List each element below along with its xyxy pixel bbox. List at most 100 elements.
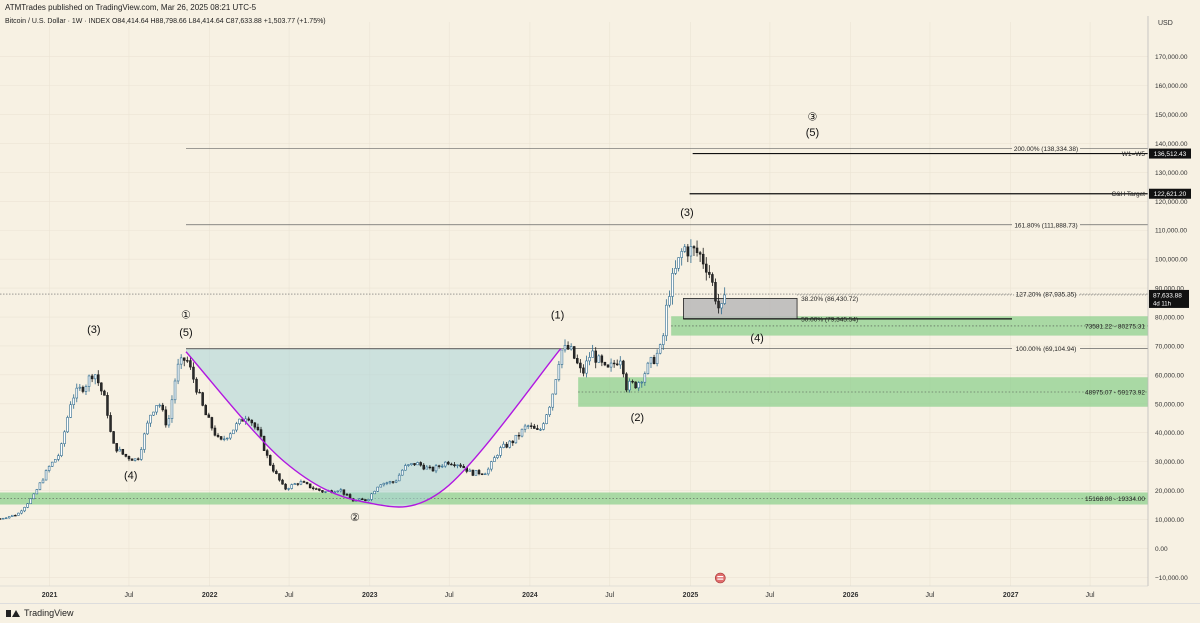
candle-body	[222, 438, 226, 440]
candle	[422, 463, 426, 471]
candle-body	[318, 488, 321, 491]
flag-icon-circle	[714, 572, 726, 584]
price-tick-label: 170,000.00	[1155, 54, 1188, 61]
candle	[308, 483, 312, 489]
brand-name: TradingView	[24, 608, 74, 618]
price-tick-label: 130,000.00	[1155, 170, 1188, 177]
candle-body	[20, 510, 23, 514]
current-price-label: 87,633.88	[1153, 292, 1182, 299]
candle-body	[103, 390, 106, 396]
candle-body	[468, 469, 472, 472]
candle-body	[198, 391, 201, 394]
candle-body	[161, 404, 164, 411]
candle	[529, 422, 533, 429]
price-chart[interactable]: 73581.22 - 80275.31 48975.07 - 59173.92 15…	[0, 0, 1200, 603]
candle	[462, 464, 465, 469]
fib-38-label: 38.20% (86,430.72)	[801, 296, 858, 303]
candle-body	[189, 360, 192, 368]
candle-body	[588, 357, 591, 362]
candle	[388, 480, 392, 485]
candle	[480, 473, 484, 476]
candle-body	[69, 404, 72, 418]
candle-body	[708, 271, 711, 275]
candle-body	[401, 469, 404, 476]
cup-curve	[185, 348, 562, 508]
candle	[136, 457, 140, 461]
candle	[118, 446, 122, 452]
candle-body	[112, 431, 115, 444]
candle	[526, 424, 530, 430]
candle	[603, 361, 607, 367]
candle	[60, 442, 63, 458]
candle-body	[213, 427, 217, 436]
candle	[401, 469, 404, 476]
tradingview-logo[interactable]: TradingView	[6, 608, 74, 618]
fib-label: 100.00% (69,104.94)	[1016, 346, 1077, 353]
candle	[290, 483, 293, 490]
flag-icon	[714, 572, 726, 584]
candle-body	[493, 457, 496, 462]
candle	[477, 469, 481, 476]
price-tick-label: 70,000.00	[1155, 343, 1184, 350]
candle-body	[358, 498, 361, 501]
candle-body	[612, 362, 616, 365]
candle-body	[210, 417, 214, 429]
candle-body	[250, 419, 254, 424]
candle	[222, 435, 226, 442]
candle-body	[631, 380, 634, 383]
candle	[253, 422, 257, 430]
candle	[4, 517, 8, 520]
candle-body	[680, 251, 683, 258]
candle	[376, 486, 379, 492]
candle	[32, 493, 36, 500]
candle-body	[686, 246, 690, 257]
candle	[333, 490, 336, 493]
candle-body	[7, 516, 11, 519]
target-lines: W1=W5 C&H Target	[689, 151, 1148, 198]
candle	[256, 423, 260, 432]
candle-body	[560, 349, 564, 365]
wave-label: (5)	[806, 127, 819, 139]
candle-body	[517, 434, 521, 437]
candle	[459, 463, 462, 468]
candle	[536, 424, 539, 430]
target-price-tag	[1149, 188, 1191, 199]
candle-body	[385, 482, 389, 484]
candle-body	[0, 518, 2, 520]
candle	[671, 268, 674, 305]
candle-body	[308, 483, 312, 489]
candle-body	[705, 263, 708, 273]
time-tick-label: 2027	[1003, 592, 1019, 599]
target-label: W1=W5	[1122, 151, 1146, 158]
candle	[554, 379, 558, 395]
time-tick-label: 2022	[202, 592, 218, 599]
candle-body	[339, 489, 343, 492]
candle	[318, 488, 321, 492]
price-tick-label: 60,000.00	[1155, 372, 1184, 379]
candle	[440, 463, 444, 469]
candle-body	[505, 443, 508, 448]
candle	[591, 344, 594, 358]
tradingview-logo-icon	[6, 609, 20, 618]
candle	[431, 466, 435, 472]
price-tick-label: 0.00	[1155, 546, 1168, 553]
candle	[517, 432, 521, 440]
candle	[81, 385, 85, 394]
candle-body	[490, 461, 493, 470]
candle-body	[397, 474, 401, 482]
candle-body	[523, 425, 527, 430]
zone-label: 15168.00 - 19334.00	[1085, 496, 1145, 503]
candle	[450, 462, 453, 466]
candle	[468, 468, 472, 472]
candle-body	[496, 455, 499, 458]
candle	[216, 433, 220, 438]
time-tick-label: 2026	[843, 592, 859, 599]
fib-label: 127.20% (87,935.35)	[1016, 292, 1077, 299]
candle-body	[545, 414, 548, 424]
candle-body	[93, 374, 97, 380]
candle	[572, 346, 576, 360]
candle	[499, 445, 502, 458]
candle-body	[72, 397, 75, 405]
candle	[397, 473, 401, 482]
candle	[311, 485, 315, 491]
